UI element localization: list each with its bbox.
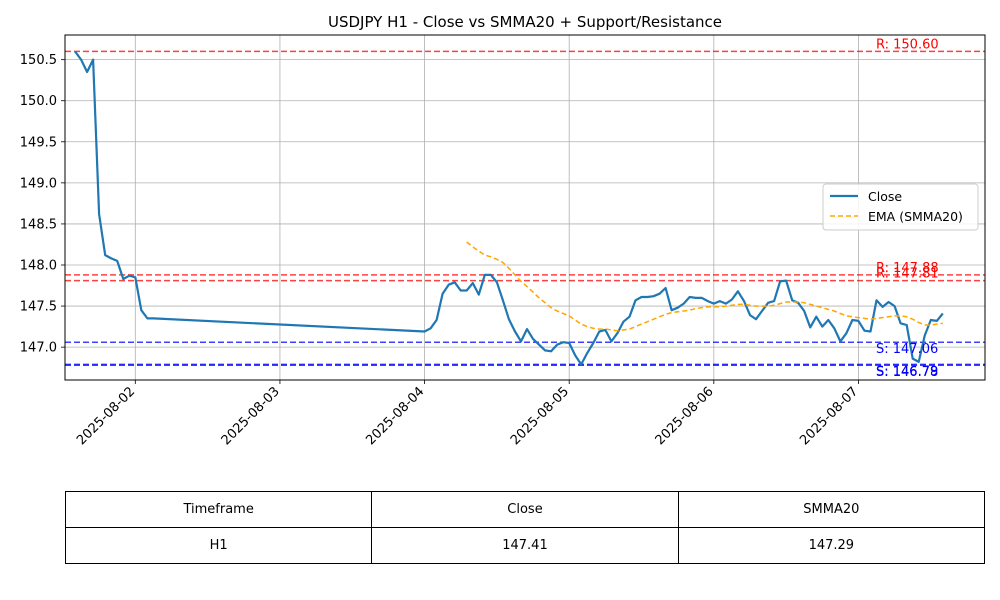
y-tick-label: 147.0 [20, 341, 57, 356]
table-cell: 147.29 [677, 527, 986, 564]
y-tick-label: 149.0 [20, 176, 57, 191]
x-tick-label: 2025-08-05 [508, 384, 572, 448]
level-labels: R: 150.60 R: 147.88R: 147.81 S: 147.06 S: 1… [876, 37, 939, 380]
x-tick-label: 2025-08-07 [797, 384, 861, 448]
table-header-row: Timeframe Close SMMA20 [64, 491, 986, 528]
x-tick-label: 2025-08-04 [363, 384, 427, 448]
series-lines [74, 50, 944, 366]
level-label-support: S: 146.79 [876, 364, 938, 379]
level-label-resistance: R: 147.88 [876, 261, 939, 276]
level-label-resistance: R: 147.81 [876, 267, 939, 282]
table-header-cell: Close [371, 491, 679, 528]
level-label-resistance: R: 150.60 [876, 37, 939, 52]
table-header-cell: SMMA20 [677, 491, 986, 528]
y-tick-label: 150.0 [20, 94, 57, 109]
chart: USDJPY H1 - Close vs SMMA20 + Support/Re… [20, 13, 986, 448]
legend-ema-label: EMA (SMMA20) [868, 209, 963, 224]
summary-table: Timeframe Close SMMA20 H1 147.41 147.29 [64, 491, 986, 564]
x-tick-label: 2025-08-06 [653, 384, 717, 448]
legend-close-label: Close [868, 189, 902, 204]
level-label-support: S: 146.78 [876, 365, 938, 380]
plot-frame [64, 34, 986, 381]
x-tick-label: 2025-08-03 [219, 384, 283, 448]
legend: Close EMA (SMMA20) [822, 183, 979, 231]
support-resistance-levels [65, 50, 985, 366]
x-tick-label: 2025-08-02 [74, 384, 138, 448]
axis-ticks: 147.0 147.5 148.0 148.5 149.0 149.5 150.0 150.5… [20, 53, 861, 448]
level-label-support: S: 147.06 [876, 342, 938, 357]
y-tick-label: 147.5 [20, 300, 57, 315]
y-tick-label: 149.5 [20, 135, 57, 150]
close-series-line [74, 50, 944, 366]
table-cell: 147.41 [371, 527, 679, 564]
table-header-cell: Timeframe [64, 491, 373, 528]
legend-box [822, 183, 979, 231]
smma20-series-line [466, 241, 943, 332]
table-cell: H1 [64, 527, 373, 564]
y-tick-label: 150.5 [20, 53, 57, 68]
chart-title: USDJPY H1 - Close vs SMMA20 + Support/Re… [328, 13, 722, 31]
y-tick-label: 148.5 [20, 217, 57, 232]
table-row: H1 147.41 147.29 [64, 527, 986, 564]
y-tick-label: 148.0 [20, 259, 57, 274]
